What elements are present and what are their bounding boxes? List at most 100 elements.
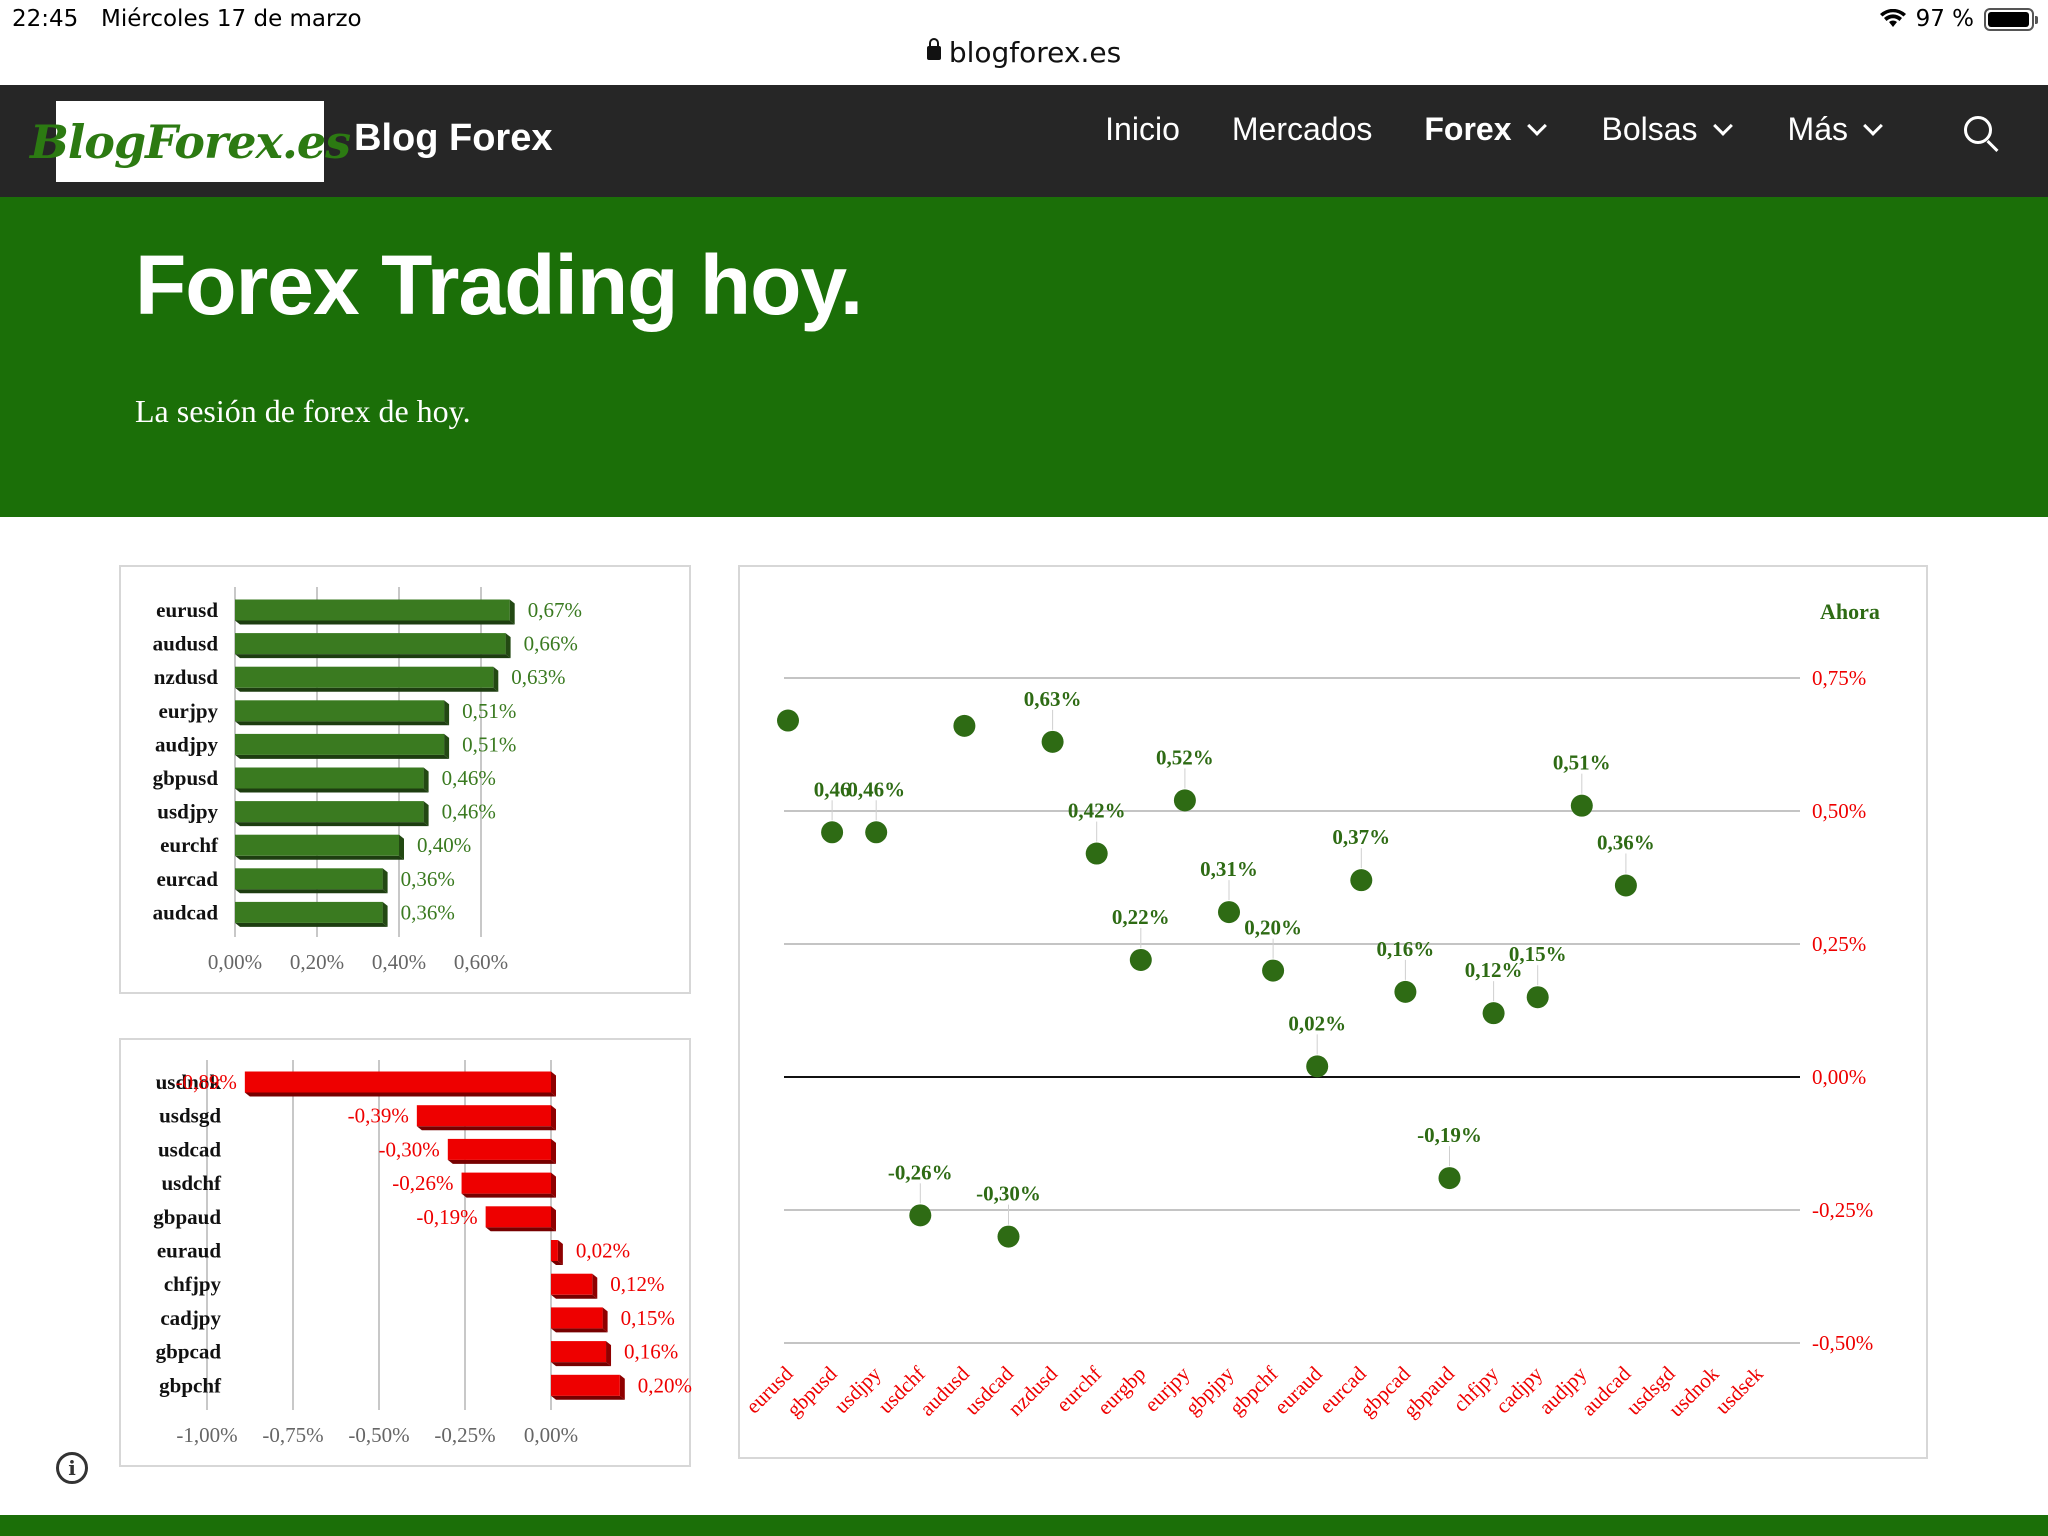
x-tick-label: 0,40%: [372, 950, 426, 974]
data-label: 0,51%: [462, 732, 516, 756]
bar-bottom: [416, 1126, 556, 1131]
address-bar[interactable]: blogforex.es: [0, 36, 2048, 84]
bar: [235, 834, 399, 856]
data-point: [1482, 1002, 1505, 1025]
data-label: 0,20%: [638, 1373, 692, 1397]
bar-bottom: [235, 687, 499, 692]
bar: [551, 1341, 607, 1363]
category-label: audjpy: [155, 732, 219, 756]
x-tick-label: 0,60%: [454, 950, 508, 974]
data-point: [1570, 794, 1593, 817]
y-tick-label: -0,25%: [1812, 1198, 1873, 1222]
bar-side: [619, 1374, 625, 1400]
top-losers-chart-svg: -1,00% -0,75% -0,50% -0,25% 0,00% usdnok-0,89…: [153, 1060, 692, 1447]
bar-bottom: [551, 1328, 608, 1333]
nav-item-label: Bolsas: [1601, 111, 1698, 147]
footer-strip: [0, 1515, 2048, 1536]
category-label: euraud: [157, 1239, 222, 1263]
category-label: audcad: [153, 900, 219, 924]
data-label: -0,30%: [976, 1182, 1041, 1206]
data-label: 0,67%: [528, 598, 582, 622]
nav-item-inicio[interactable]: Inicio: [1105, 111, 1180, 148]
bar-side: [509, 599, 515, 625]
data-point: [777, 709, 799, 732]
bar-bottom: [551, 1362, 612, 1367]
nav-item-mercados[interactable]: Mercados: [1232, 111, 1373, 148]
category-label: gbpchf: [159, 1373, 222, 1397]
category-label: usdsgd: [159, 1104, 221, 1128]
category-label: gbpusd: [153, 766, 219, 790]
data-label: 0,46%: [847, 777, 905, 801]
data-label: 0,15%: [621, 1306, 675, 1330]
data-point: [1350, 869, 1373, 892]
category-label: eurjpy: [159, 699, 219, 723]
y-tick-label: 0,00%: [1812, 1065, 1866, 1089]
data-label: 0,31%: [1200, 857, 1258, 881]
nav-item-bolsas[interactable]: Bolsas: [1602, 111, 1736, 148]
nav-item-label: Inicio: [1105, 111, 1180, 147]
nav-item-label: Mercados: [1231, 111, 1373, 147]
pairs-scatter-chart-svg: Ahora 0,75% 0,50% 0,25% 0,00% -0,25% -0,50% eur…: [741, 599, 1880, 1422]
bar-bottom: [235, 889, 388, 894]
bar-side: [493, 666, 499, 692]
bar-bottom: [235, 855, 404, 860]
lock-icon: [926, 38, 941, 60]
url-domain: blogforex.es: [948, 36, 1122, 69]
top-gainers-chart-svg: 0,00% 0,20% 0,40% 0,60% eurusd 0,67% audusd 0,6…: [153, 587, 582, 974]
bar-side: [382, 868, 388, 894]
wifi-icon: [1879, 9, 1906, 27]
bar-bottom: [235, 822, 429, 827]
bar-bottom: [485, 1227, 556, 1232]
top-losers-chart: -1,00% -0,75% -0,50% -0,25% 0,00% usdnok -0,89…: [119, 1038, 692, 1467]
bar-bottom: [447, 1159, 556, 1164]
data-point: [1085, 842, 1108, 865]
category-label: eurusd: [156, 598, 218, 622]
bar: [461, 1172, 551, 1194]
bar-bottom: [235, 788, 429, 793]
data-point: [1218, 901, 1240, 924]
data-label: -0,39%: [348, 1104, 409, 1128]
category-label: usdchf: [161, 1171, 222, 1195]
nav-item-mas[interactable]: Más: [1788, 111, 1886, 148]
bar-side: [551, 1138, 556, 1164]
x-tick-label: chfjpy: [1448, 1361, 1503, 1416]
x-tick-label: -1,00%: [176, 1423, 237, 1447]
data-label: 0,36%: [401, 900, 455, 924]
data-point: [1306, 1055, 1329, 1078]
site-logo[interactable]: BlogForex.es: [30, 101, 351, 182]
bar: [551, 1307, 603, 1329]
x-tick-label: eurgbp: [1092, 1362, 1150, 1420]
data-point: [821, 821, 844, 844]
category-label: eurchf: [160, 833, 219, 857]
data-label: 0,20%: [1244, 916, 1302, 940]
data-label: 0,46: [814, 777, 851, 801]
bar: [235, 801, 424, 823]
bar-bottom: [551, 1294, 598, 1299]
y-tick-label: 0,50%: [1812, 799, 1866, 823]
bar-side: [551, 1071, 556, 1097]
data-label: -0,30%: [379, 1137, 440, 1161]
bar: [235, 666, 494, 688]
bar: [235, 599, 510, 621]
bar-side: [382, 901, 388, 927]
category-label: gbpaud: [153, 1205, 221, 1229]
category-label: audusd: [153, 632, 219, 656]
bar-bottom: [235, 654, 511, 659]
data-label: -0,26%: [392, 1171, 453, 1195]
data-point: [953, 714, 976, 737]
nav-item-forex[interactable]: Forex: [1424, 111, 1549, 148]
bar: [235, 700, 445, 722]
bar-side: [551, 1206, 556, 1232]
status-date: Miércoles 17 de marzo: [101, 6, 362, 32]
data-label: -0,19%: [416, 1205, 477, 1229]
data-label: 0,37%: [1332, 825, 1390, 849]
site-title[interactable]: Blog Forex: [354, 117, 553, 159]
data-label: 0,12%: [1465, 958, 1523, 982]
data-label: 0,40%: [417, 833, 471, 857]
search-icon[interactable]: [1964, 115, 1992, 144]
data-point: [1614, 874, 1637, 897]
data-point: [865, 821, 888, 844]
bar-bottom: [235, 620, 515, 625]
chevron-down-icon: [1526, 115, 1547, 136]
info-icon[interactable]: i: [56, 1452, 88, 1484]
